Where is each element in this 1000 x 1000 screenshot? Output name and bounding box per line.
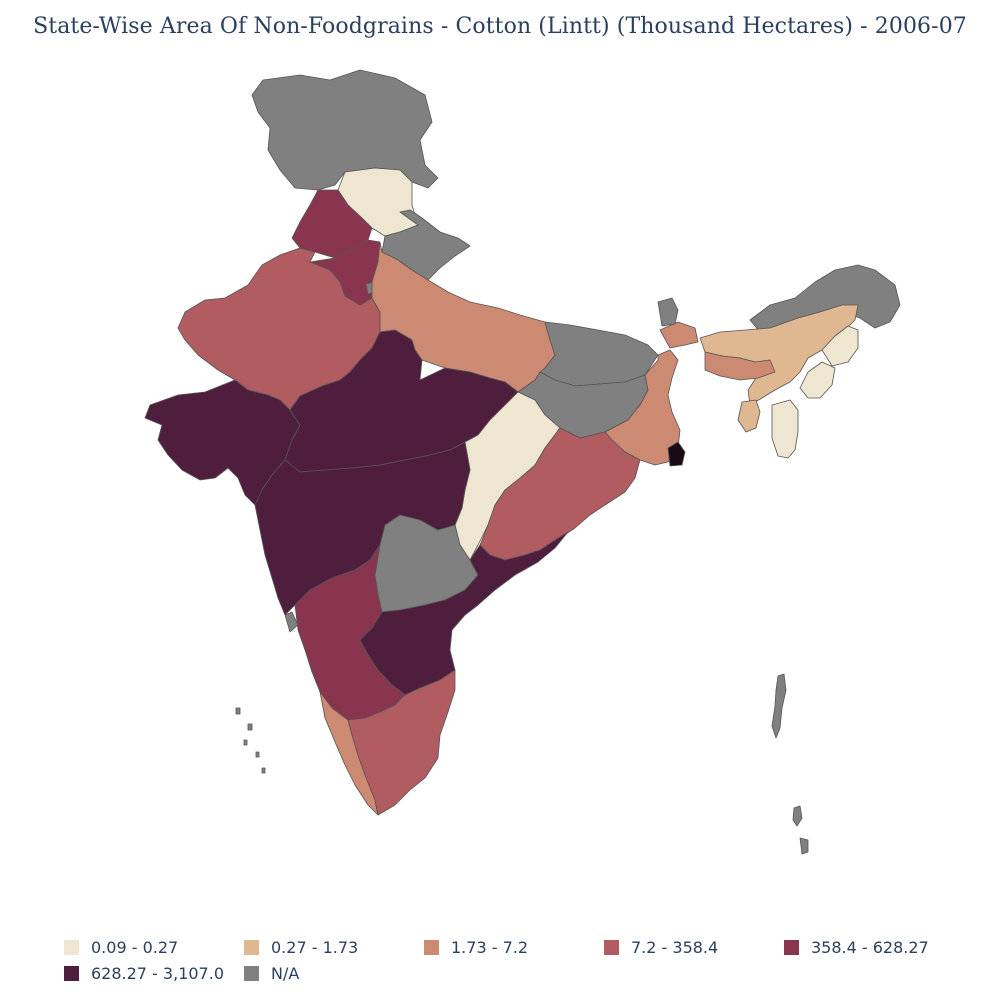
region-sikkim[interactable] xyxy=(657,297,679,327)
region-sundarbans-delta xyxy=(667,441,686,467)
region-tamil-nadu[interactable] xyxy=(347,669,456,816)
region-manipur[interactable] xyxy=(799,361,836,399)
legend-item[interactable]: 0.27 - 1.73 xyxy=(244,938,424,957)
legend-label: 0.09 - 0.27 xyxy=(91,937,179,957)
legend-label: 628.27 - 3,107.0 xyxy=(91,963,224,983)
legend-swatch xyxy=(64,965,79,981)
legend-item[interactable]: 7.2 - 358.4 xyxy=(604,938,784,957)
region-west-bengal[interactable] xyxy=(604,321,699,466)
legend-row-1: 0.09 - 0.27 0.27 - 1.73 1.73 - 7.2 7.2 -… xyxy=(64,934,984,960)
legend-swatch xyxy=(244,965,259,981)
legend-item[interactable]: 1.73 - 7.2 xyxy=(424,938,604,957)
legend-item[interactable]: N/A xyxy=(244,964,424,983)
region-lakshadweep-islands[interactable] xyxy=(235,707,266,774)
region-meghalaya[interactable] xyxy=(704,351,776,381)
region-tripura[interactable] xyxy=(737,399,761,433)
legend-label: 7.2 - 358.4 xyxy=(631,937,719,957)
region-andhra-pradesh[interactable] xyxy=(359,531,569,696)
legend-label: 358.4 - 628.27 xyxy=(811,937,929,957)
legend-swatch xyxy=(244,939,259,955)
legend-label: N/A xyxy=(271,963,300,983)
map-title: State-Wise Area Of Non-Foodgrains - Cott… xyxy=(33,14,967,39)
legend-swatch xyxy=(64,939,79,955)
legend-item[interactable]: 358.4 - 628.27 xyxy=(784,938,964,957)
legend-label: 0.27 - 1.73 xyxy=(271,937,359,957)
region-andaman-nicobar-islands[interactable] xyxy=(771,673,809,855)
legend-swatch xyxy=(784,939,799,955)
region-mizoram[interactable] xyxy=(771,399,799,459)
legend: 0.09 - 0.27 0.27 - 1.73 1.73 - 7.2 7.2 -… xyxy=(64,934,984,986)
region-nagaland[interactable] xyxy=(821,325,859,367)
legend-item[interactable]: 0.09 - 0.27 xyxy=(64,938,244,957)
legend-swatch xyxy=(424,939,439,955)
legend-item[interactable]: 628.27 - 3,107.0 xyxy=(64,964,244,983)
legend-swatch xyxy=(604,939,619,955)
legend-label: 1.73 - 7.2 xyxy=(451,937,529,957)
legend-row-2: 628.27 - 3,107.0 N/A xyxy=(64,960,984,986)
